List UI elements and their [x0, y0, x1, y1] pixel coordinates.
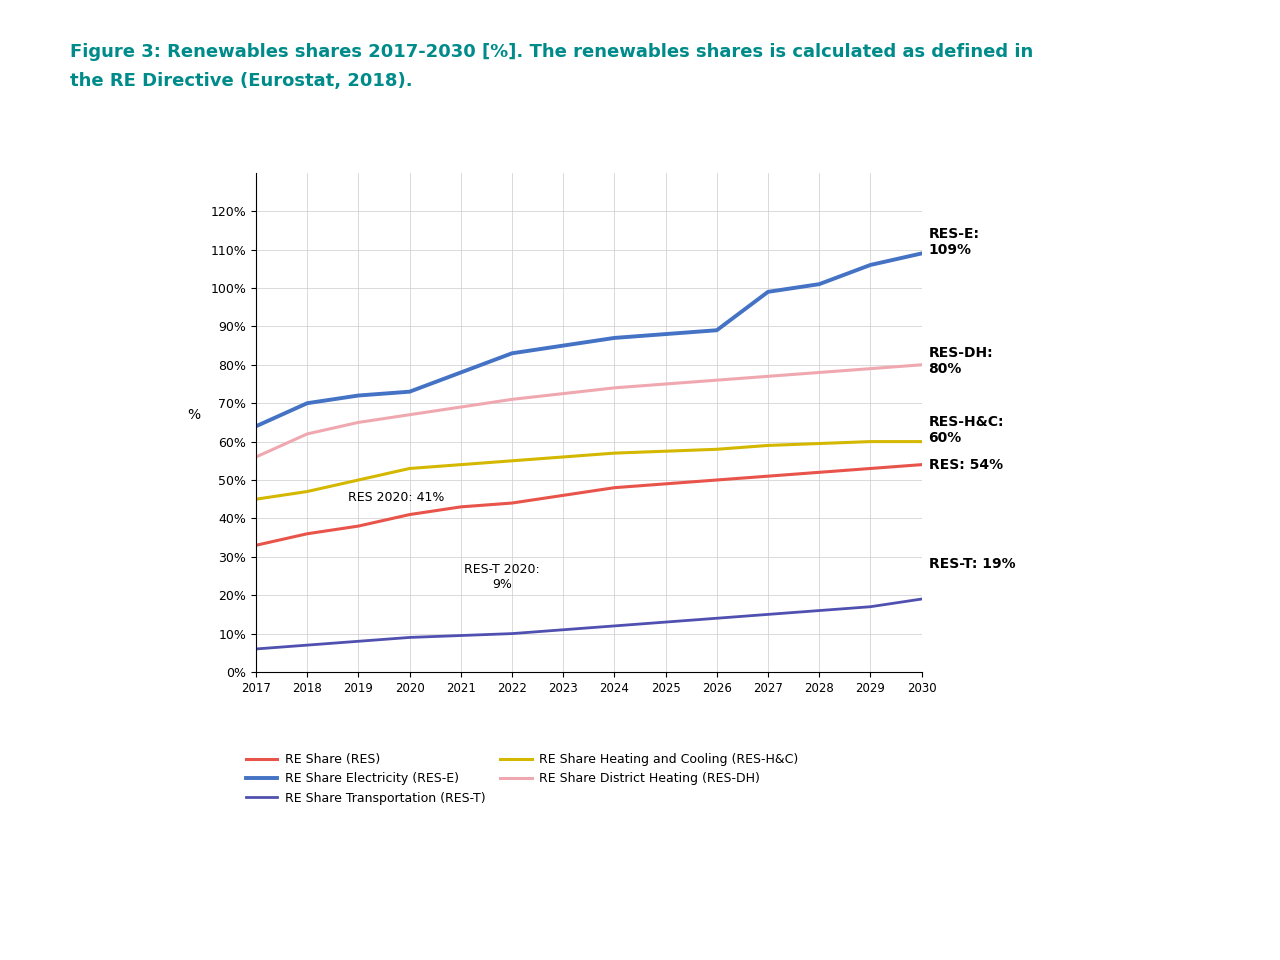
RE Share Transportation (RES-T) — [760, 609, 776, 620]
RE Share Heating and Cooling (RES-H&C) — [556, 451, 571, 463]
RE Share (RES) — [453, 501, 468, 513]
RE Share Electricity (RES-E) — [300, 397, 315, 409]
RE Share District Heating (RES-DH) — [556, 388, 571, 399]
RE Share Transportation (RES-T) — [453, 630, 468, 641]
Legend: RE Share (RES), RE Share Electricity (RES-E), RE Share Transportation (RES-T), R: RE Share (RES), RE Share Electricity (RE… — [241, 748, 804, 809]
Y-axis label: %: % — [187, 408, 200, 422]
RE Share Heating and Cooling (RES-H&C) — [658, 445, 673, 457]
RE Share Electricity (RES-E) — [402, 386, 417, 397]
RE Share (RES) — [658, 478, 673, 490]
RE Share Electricity (RES-E) — [863, 259, 878, 271]
RE Share Transportation (RES-T) — [607, 620, 622, 632]
RE Share (RES) — [914, 459, 929, 470]
Text: RES-H&C:
60%: RES-H&C: 60% — [928, 415, 1004, 445]
Text: RES: 54%: RES: 54% — [928, 458, 1002, 471]
RE Share District Heating (RES-DH) — [248, 451, 264, 463]
RE Share Transportation (RES-T) — [300, 639, 315, 651]
RE Share Transportation (RES-T) — [556, 624, 571, 636]
Text: the RE Directive (Eurostat, 2018).: the RE Directive (Eurostat, 2018). — [70, 72, 413, 90]
Text: RES-E:
109%: RES-E: 109% — [928, 227, 979, 257]
Line: RE Share District Heating (RES-DH): RE Share District Heating (RES-DH) — [256, 365, 922, 457]
RE Share Heating and Cooling (RES-H&C) — [914, 436, 929, 447]
RE Share Heating and Cooling (RES-H&C) — [709, 444, 724, 455]
RE Share District Heating (RES-DH) — [709, 374, 724, 386]
RE Share Electricity (RES-E) — [658, 328, 673, 340]
RE Share Heating and Cooling (RES-H&C) — [760, 440, 776, 451]
RE Share Heating and Cooling (RES-H&C) — [607, 447, 622, 459]
Text: RES-T 2020:
9%: RES-T 2020: 9% — [463, 563, 540, 590]
RE Share Heating and Cooling (RES-H&C) — [504, 455, 520, 467]
RE Share Transportation (RES-T) — [351, 636, 366, 647]
RE Share District Heating (RES-DH) — [914, 359, 929, 371]
Text: RES-DH:
80%: RES-DH: 80% — [928, 346, 993, 376]
RE Share Electricity (RES-E) — [351, 390, 366, 401]
RE Share Electricity (RES-E) — [760, 286, 776, 298]
RE Share Transportation (RES-T) — [863, 601, 878, 612]
RE Share Heating and Cooling (RES-H&C) — [402, 463, 417, 474]
RE Share Electricity (RES-E) — [709, 324, 724, 336]
Line: RE Share (RES): RE Share (RES) — [256, 465, 922, 545]
RE Share (RES) — [812, 467, 827, 478]
RE Share Heating and Cooling (RES-H&C) — [300, 486, 315, 497]
Text: RES-T: 19%: RES-T: 19% — [928, 558, 1015, 571]
RE Share (RES) — [709, 474, 724, 486]
Line: RE Share Electricity (RES-E): RE Share Electricity (RES-E) — [256, 253, 922, 426]
RE Share District Heating (RES-DH) — [351, 417, 366, 428]
RE Share District Heating (RES-DH) — [760, 371, 776, 382]
RE Share (RES) — [248, 540, 264, 551]
RE Share Electricity (RES-E) — [248, 420, 264, 432]
RE Share Transportation (RES-T) — [658, 616, 673, 628]
RE Share District Heating (RES-DH) — [300, 428, 315, 440]
RE Share Heating and Cooling (RES-H&C) — [351, 474, 366, 486]
RE Share District Heating (RES-DH) — [504, 394, 520, 405]
RE Share Electricity (RES-E) — [914, 248, 929, 259]
RE Share Transportation (RES-T) — [914, 593, 929, 605]
RE Share Transportation (RES-T) — [709, 612, 724, 624]
RE Share (RES) — [504, 497, 520, 509]
RE Share Transportation (RES-T) — [248, 643, 264, 655]
RE Share Transportation (RES-T) — [504, 628, 520, 639]
RE Share (RES) — [402, 509, 417, 520]
RE Share Electricity (RES-E) — [453, 367, 468, 378]
RE Share Heating and Cooling (RES-H&C) — [863, 436, 878, 447]
RE Share Electricity (RES-E) — [812, 278, 827, 290]
RE Share Heating and Cooling (RES-H&C) — [812, 438, 827, 449]
RE Share (RES) — [351, 520, 366, 532]
RE Share (RES) — [760, 470, 776, 482]
Line: RE Share Transportation (RES-T): RE Share Transportation (RES-T) — [256, 599, 922, 649]
RE Share Electricity (RES-E) — [556, 340, 571, 351]
RE Share District Heating (RES-DH) — [607, 382, 622, 394]
RE Share (RES) — [300, 528, 315, 540]
RE Share District Heating (RES-DH) — [812, 367, 827, 378]
Text: Figure 3: Renewables shares 2017-2030 [%]. The renewables shares is calculated a: Figure 3: Renewables shares 2017-2030 [%… — [70, 43, 1034, 61]
RE Share (RES) — [863, 463, 878, 474]
RE Share Transportation (RES-T) — [402, 632, 417, 643]
RE Share Heating and Cooling (RES-H&C) — [453, 459, 468, 470]
RE Share (RES) — [556, 490, 571, 501]
RE Share Electricity (RES-E) — [607, 332, 622, 344]
RE Share Heating and Cooling (RES-H&C) — [248, 493, 264, 505]
RE Share (RES) — [607, 482, 622, 493]
RE Share District Heating (RES-DH) — [658, 378, 673, 390]
RE Share District Heating (RES-DH) — [863, 363, 878, 374]
RE Share Transportation (RES-T) — [812, 605, 827, 616]
Text: RES 2020: 41%: RES 2020: 41% — [348, 492, 444, 504]
Line: RE Share Heating and Cooling (RES-H&C): RE Share Heating and Cooling (RES-H&C) — [256, 442, 922, 499]
RE Share District Heating (RES-DH) — [402, 409, 417, 420]
RE Share Electricity (RES-E) — [504, 348, 520, 359]
RE Share District Heating (RES-DH) — [453, 401, 468, 413]
